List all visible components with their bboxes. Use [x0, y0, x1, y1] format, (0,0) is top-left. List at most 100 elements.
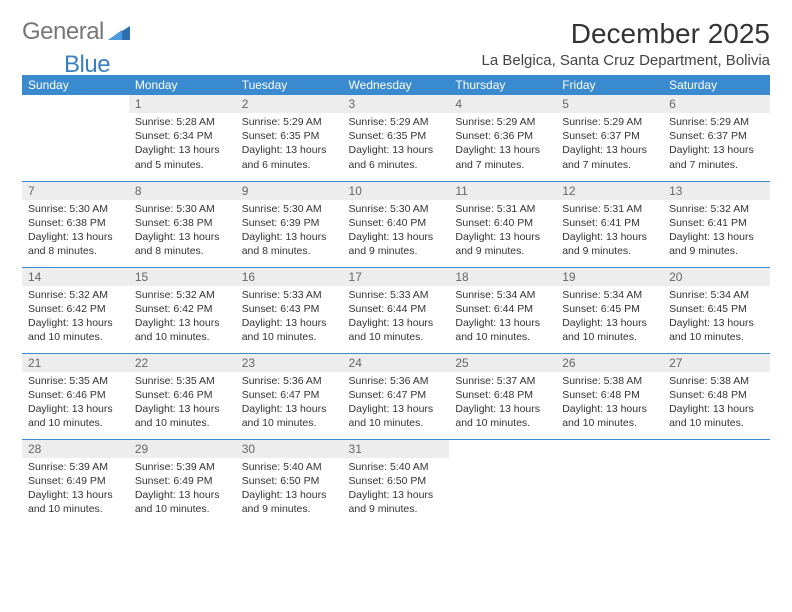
- calendar-day-cell: 8Sunrise: 5:30 AMSunset: 6:38 PMDaylight…: [129, 181, 236, 267]
- sunrise-line: Sunrise: 5:39 AM: [135, 460, 230, 474]
- sunrise-line: Sunrise: 5:29 AM: [669, 115, 764, 129]
- sunset-line: Sunset: 6:46 PM: [28, 388, 123, 402]
- daylight-line: Daylight: 13 hours and 7 minutes.: [455, 143, 550, 171]
- sunrise-line: Sunrise: 5:31 AM: [562, 202, 657, 216]
- sunrise-line: Sunrise: 5:38 AM: [562, 374, 657, 388]
- sunset-line: Sunset: 6:36 PM: [455, 129, 550, 143]
- day-detail: Sunrise: 5:39 AMSunset: 6:49 PMDaylight:…: [135, 460, 230, 517]
- day-detail: Sunrise: 5:39 AMSunset: 6:49 PMDaylight:…: [28, 460, 123, 517]
- day-detail: Sunrise: 5:34 AMSunset: 6:44 PMDaylight:…: [455, 288, 550, 345]
- calendar-day-cell: 3Sunrise: 5:29 AMSunset: 6:35 PMDaylight…: [343, 95, 450, 181]
- day-number: 25: [449, 354, 556, 372]
- day-number: 14: [22, 268, 129, 286]
- day-number: 16: [236, 268, 343, 286]
- sunrise-line: Sunrise: 5:29 AM: [242, 115, 337, 129]
- calendar-day-cell: 9Sunrise: 5:30 AMSunset: 6:39 PMDaylight…: [236, 181, 343, 267]
- calendar-day-cell: 24Sunrise: 5:36 AMSunset: 6:47 PMDayligh…: [343, 353, 450, 439]
- calendar-day-cell: 27Sunrise: 5:38 AMSunset: 6:48 PMDayligh…: [663, 353, 770, 439]
- calendar-day-cell: 7Sunrise: 5:30 AMSunset: 6:38 PMDaylight…: [22, 181, 129, 267]
- logo-triangle-icon: [108, 24, 130, 40]
- sunrise-line: Sunrise: 5:37 AM: [455, 374, 550, 388]
- calendar-day-cell: 26Sunrise: 5:38 AMSunset: 6:48 PMDayligh…: [556, 353, 663, 439]
- sunrise-line: Sunrise: 5:35 AM: [135, 374, 230, 388]
- calendar-day-cell: 15Sunrise: 5:32 AMSunset: 6:42 PMDayligh…: [129, 267, 236, 353]
- sunrise-line: Sunrise: 5:39 AM: [28, 460, 123, 474]
- col-wednesday: Wednesday: [343, 75, 450, 95]
- day-detail: Sunrise: 5:37 AMSunset: 6:48 PMDaylight:…: [455, 374, 550, 431]
- daylight-line: Daylight: 13 hours and 10 minutes.: [455, 316, 550, 344]
- daylight-line: Daylight: 13 hours and 10 minutes.: [28, 488, 123, 516]
- daylight-line: Daylight: 13 hours and 9 minutes.: [455, 230, 550, 258]
- sunrise-line: Sunrise: 5:29 AM: [562, 115, 657, 129]
- sunset-line: Sunset: 6:48 PM: [455, 388, 550, 402]
- day-detail: Sunrise: 5:29 AMSunset: 6:35 PMDaylight:…: [242, 115, 337, 172]
- day-number: 7: [22, 182, 129, 200]
- day-detail: Sunrise: 5:32 AMSunset: 6:41 PMDaylight:…: [669, 202, 764, 259]
- calendar-day-cell: 21Sunrise: 5:35 AMSunset: 6:46 PMDayligh…: [22, 353, 129, 439]
- calendar-day-cell: 6Sunrise: 5:29 AMSunset: 6:37 PMDaylight…: [663, 95, 770, 181]
- day-number: 1: [129, 95, 236, 113]
- day-number: 22: [129, 354, 236, 372]
- sunrise-line: Sunrise: 5:34 AM: [669, 288, 764, 302]
- calendar-day-cell: [449, 439, 556, 525]
- day-number: 5: [556, 95, 663, 113]
- sunset-line: Sunset: 6:49 PM: [28, 474, 123, 488]
- calendar-week-row: 7Sunrise: 5:30 AMSunset: 6:38 PMDaylight…: [22, 181, 770, 267]
- day-number: 20: [663, 268, 770, 286]
- sunrise-line: Sunrise: 5:36 AM: [349, 374, 444, 388]
- sunset-line: Sunset: 6:35 PM: [242, 129, 337, 143]
- day-number: 3: [343, 95, 450, 113]
- sunrise-line: Sunrise: 5:34 AM: [562, 288, 657, 302]
- daylight-line: Daylight: 13 hours and 9 minutes.: [349, 488, 444, 516]
- daylight-line: Daylight: 13 hours and 6 minutes.: [242, 143, 337, 171]
- daylight-line: Daylight: 13 hours and 9 minutes.: [242, 488, 337, 516]
- sunset-line: Sunset: 6:50 PM: [242, 474, 337, 488]
- day-detail: Sunrise: 5:30 AMSunset: 6:40 PMDaylight:…: [349, 202, 444, 259]
- sunset-line: Sunset: 6:45 PM: [669, 302, 764, 316]
- daylight-line: Daylight: 13 hours and 8 minutes.: [135, 230, 230, 258]
- calendar-week-row: 14 Sunrise: 5:32 AMSunset: 6:42 PMDayligh…: [22, 267, 770, 353]
- day-detail: Sunrise: 5:31 AMSunset: 6:40 PMDaylight:…: [455, 202, 550, 259]
- sunrise-line: Sunrise: 5:31 AM: [455, 202, 550, 216]
- daylight-line: Daylight: 13 hours and 9 minutes.: [669, 230, 764, 258]
- calendar-day-cell: 22Sunrise: 5:35 AMSunset: 6:46 PMDayligh…: [129, 353, 236, 439]
- sunset-line: Sunset: 6:41 PM: [669, 216, 764, 230]
- calendar-table: Sunday Monday Tuesday Wednesday Thursday…: [22, 75, 770, 525]
- calendar-day-cell: 23Sunrise: 5:36 AMSunset: 6:47 PMDayligh…: [236, 353, 343, 439]
- day-detail: Sunrise: 5:38 AMSunset: 6:48 PMDaylight:…: [562, 374, 657, 431]
- daylight-line: Daylight: 13 hours and 9 minutes.: [562, 230, 657, 258]
- sunset-line: Sunset: 6:43 PM: [242, 302, 337, 316]
- daylight-line: Daylight: 13 hours and 10 minutes.: [28, 402, 123, 430]
- day-number: [22, 95, 129, 113]
- daylight-line: Daylight: 13 hours and 8 minutes.: [242, 230, 337, 258]
- daylight-line: Daylight: 13 hours and 10 minutes.: [669, 316, 764, 344]
- calendar-day-cell: 14 Sunrise: 5:32 AMSunset: 6:42 PMDayligh…: [22, 267, 129, 353]
- calendar-day-cell: [663, 439, 770, 525]
- daylight-line: Daylight: 13 hours and 10 minutes.: [242, 316, 337, 344]
- day-number: 10: [343, 182, 450, 200]
- day-number: 11: [449, 182, 556, 200]
- calendar-day-cell: 17 Sunrise: 5:33 AMSunset: 6:44 PMDayligh…: [343, 267, 450, 353]
- day-detail: Sunrise: 5:33 AMSunset: 6:44 PMDaylight:…: [349, 288, 444, 345]
- day-detail: Sunrise: 5:32 AMSunset: 6:42 PMDaylight:…: [28, 288, 123, 345]
- sunset-line: Sunset: 6:40 PM: [349, 216, 444, 230]
- sunset-line: Sunset: 6:41 PM: [562, 216, 657, 230]
- sunset-line: Sunset: 6:39 PM: [242, 216, 337, 230]
- col-thursday: Thursday: [449, 75, 556, 95]
- sunset-line: Sunset: 6:44 PM: [455, 302, 550, 316]
- day-number: 9: [236, 182, 343, 200]
- day-number: 17: [343, 268, 450, 286]
- day-number: 13: [663, 182, 770, 200]
- day-detail: Sunrise: 5:34 AMSunset: 6:45 PMDaylight:…: [669, 288, 764, 345]
- sunset-line: Sunset: 6:48 PM: [562, 388, 657, 402]
- sunset-line: Sunset: 6:38 PM: [135, 216, 230, 230]
- calendar-day-cell: 11 Sunrise: 5:31 AMSunset: 6:40 PMDayligh…: [449, 181, 556, 267]
- daylight-line: Daylight: 13 hours and 6 minutes.: [349, 143, 444, 171]
- month-title: December 2025: [482, 18, 770, 50]
- day-detail: Sunrise: 5:31 AMSunset: 6:41 PMDaylight:…: [562, 202, 657, 259]
- day-number: 24: [343, 354, 450, 372]
- day-number: 6: [663, 95, 770, 113]
- sunset-line: Sunset: 6:38 PM: [28, 216, 123, 230]
- day-number: 15: [129, 268, 236, 286]
- sunset-line: Sunset: 6:34 PM: [135, 129, 230, 143]
